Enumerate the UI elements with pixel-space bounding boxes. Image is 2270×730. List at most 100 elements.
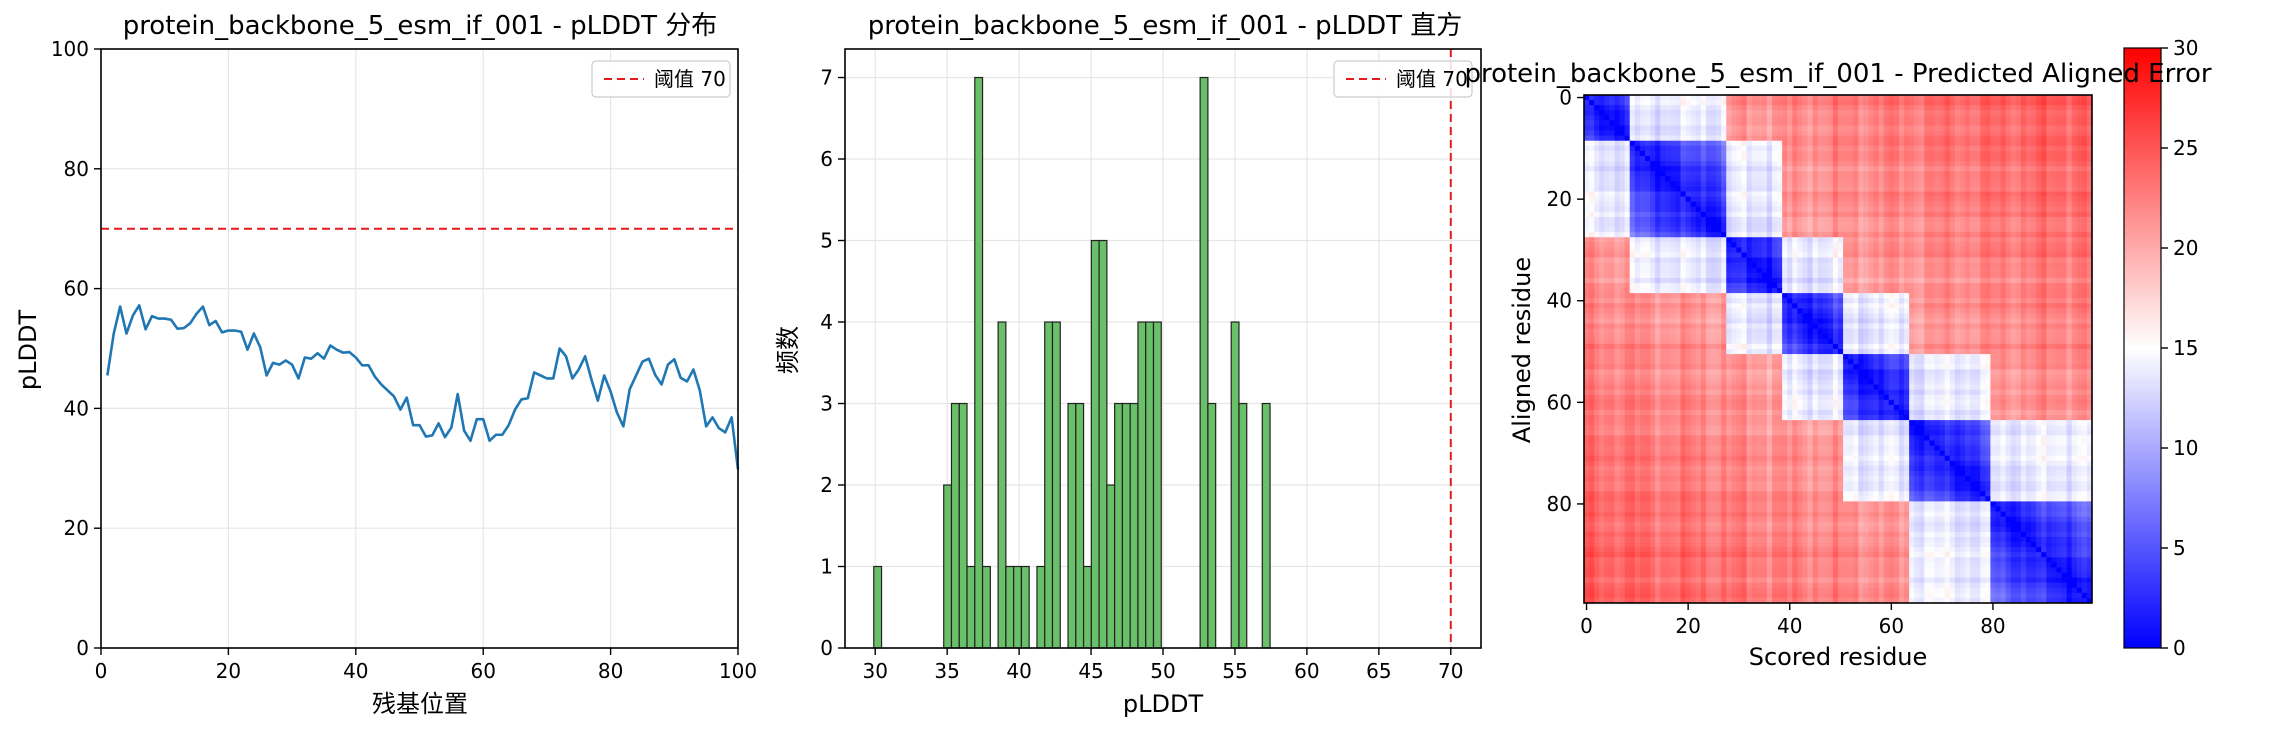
pae-cell [1883, 130, 1890, 136]
pae-cell [1609, 216, 1615, 223]
pae-cell [1644, 227, 1651, 233]
pae-cell [1700, 150, 1707, 157]
pae-cell [1919, 196, 1925, 203]
pae-cell [1624, 323, 1631, 330]
pae-cell [1599, 262, 1605, 269]
pae-cell [2010, 110, 2017, 116]
pae-cell [1665, 232, 1671, 238]
pae-cell [1665, 135, 1671, 142]
pae-cell [2036, 298, 2042, 304]
pae-cell [1990, 272, 1996, 279]
pae-cell [1832, 181, 1839, 187]
pae-cell [2071, 282, 2078, 289]
pae-cell [1949, 328, 1956, 335]
pae-cell [1594, 237, 1600, 243]
pae-cell [1655, 313, 1661, 319]
pae-cell [2010, 181, 2017, 187]
pae-cell [1670, 105, 1676, 111]
pae-cell [1665, 333, 1671, 340]
pae-cell [1995, 293, 2001, 299]
pae-cell [1639, 308, 1646, 314]
pae-cell [2010, 130, 2017, 136]
pae-cell [1807, 227, 1813, 233]
pae-cell [1639, 140, 1646, 147]
pae-cell [1751, 125, 1758, 131]
pae-cell [1914, 181, 1920, 187]
pae-cell [1614, 262, 1620, 269]
pae-cell [1766, 252, 1773, 258]
pae-cell [1629, 257, 1636, 263]
pae-cell [2056, 176, 2062, 182]
pae-cell [2000, 120, 2006, 126]
pae-cell [1888, 323, 1895, 330]
pae-cell [2081, 115, 2088, 121]
pae-cell [1639, 272, 1646, 279]
pae-cell [2066, 282, 2073, 289]
pae-cell [1812, 125, 1819, 131]
pae-cell [1909, 323, 1915, 330]
pae-cell [1650, 100, 1656, 106]
pae-cell [1639, 206, 1646, 213]
pae-cell [2036, 110, 2042, 116]
pae-cell [1731, 216, 1737, 223]
pae-cell [1644, 181, 1651, 187]
pae-cell [1644, 150, 1651, 157]
pae-cell [1904, 277, 1910, 284]
pae-cell [1771, 176, 1778, 182]
pae-cell [2046, 105, 2052, 111]
pae-cell [1777, 95, 1783, 101]
pae-cell [2081, 130, 2088, 136]
pae-cell [1848, 308, 1854, 314]
pae-cell [1807, 272, 1813, 279]
pae-cell [1619, 303, 1625, 309]
pae-cell [1741, 227, 1747, 233]
pae-cell [1650, 196, 1656, 203]
pae-cell [1848, 135, 1854, 142]
pae-cell [1904, 166, 1910, 172]
pae-cell [1726, 135, 1732, 142]
pae-cell [1838, 155, 1844, 162]
pae-cell [1995, 140, 2001, 147]
pae-cell [1924, 191, 1930, 197]
pae-cell [1716, 313, 1722, 319]
pae-cell [1924, 140, 1930, 147]
pae-cell [1807, 313, 1813, 319]
pae-cell [1985, 272, 1991, 279]
pae-cell [1853, 267, 1859, 274]
pae-cell [1939, 191, 1946, 197]
pae-cell [1614, 100, 1620, 106]
pae-cell [1817, 105, 1824, 111]
pae-cell [1685, 257, 1692, 263]
pae-cell [1878, 155, 1885, 162]
pae-cell [2086, 216, 2093, 223]
pae-cell [1782, 277, 1788, 284]
pae-cell [1954, 257, 1961, 263]
pae-cell [1883, 252, 1890, 258]
pae-cell [1609, 145, 1615, 152]
pae-cell [1680, 328, 1686, 335]
pae-cell [1868, 100, 1874, 106]
pae-cell [1589, 150, 1595, 157]
pae-cell [1787, 313, 1793, 319]
pae-cell [1924, 100, 1930, 106]
pae-cell [1934, 161, 1940, 167]
pae-cell [1685, 232, 1692, 238]
pae-cell [1843, 155, 1849, 162]
pae-cell [1954, 161, 1961, 167]
pae-cell [1807, 328, 1813, 335]
pae-cell [1924, 125, 1930, 131]
pae-cell [1665, 338, 1671, 345]
pae-cell [1965, 323, 1971, 330]
pae-cell [1878, 100, 1885, 106]
pae-cell [1670, 328, 1676, 335]
pae-cell [1695, 181, 1702, 187]
pae-cell [1721, 267, 1727, 274]
pae-cell [1878, 277, 1885, 284]
pae-cell [1878, 206, 1885, 213]
pae-cell [1670, 257, 1676, 263]
pae-cell [1614, 313, 1620, 319]
pae-cell [2041, 298, 2047, 304]
pae-cell [1751, 100, 1758, 106]
pae-cell [1909, 328, 1915, 335]
pae-cell [1853, 262, 1859, 269]
